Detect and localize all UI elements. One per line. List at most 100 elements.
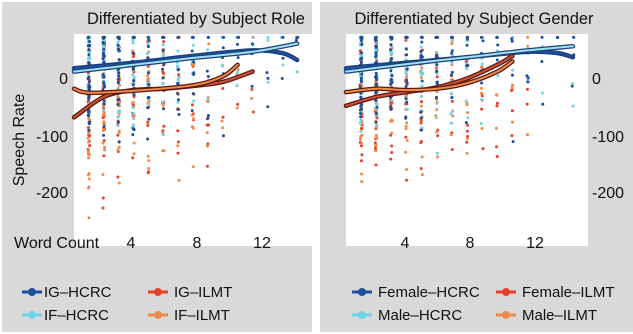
scatter-point xyxy=(374,144,377,147)
scatter-point xyxy=(87,131,91,135)
scatter-point xyxy=(451,54,455,57)
scatter-point xyxy=(162,124,166,128)
scatter-point xyxy=(435,130,439,134)
scatter-point xyxy=(496,43,500,47)
scatter-point xyxy=(374,91,378,95)
scatter-point xyxy=(511,140,515,144)
scatter-point xyxy=(450,61,454,65)
scatter-point xyxy=(526,87,529,91)
scatter-point xyxy=(436,155,439,159)
scatter-point xyxy=(116,124,120,128)
scatter-point xyxy=(374,101,378,105)
scatter-point xyxy=(420,40,424,44)
scatter-point xyxy=(451,38,454,42)
scatter-point xyxy=(540,91,544,95)
scatter-point xyxy=(540,35,544,39)
scatter-point xyxy=(117,140,121,144)
scatter-point xyxy=(480,62,484,66)
scatter-point xyxy=(162,107,165,111)
scatter-point xyxy=(360,153,364,157)
panel-subject-role: Differentiated by Subject Role 0 -100 -2… xyxy=(2,2,312,332)
scatter-point xyxy=(176,144,180,148)
scatter-point xyxy=(88,40,91,43)
scatter-point xyxy=(405,178,408,182)
scatter-point xyxy=(405,121,409,125)
scatter-point xyxy=(87,149,90,153)
scatter-point xyxy=(161,43,165,47)
scatter-point xyxy=(221,46,225,50)
trend-line xyxy=(345,60,514,94)
scatter-point xyxy=(87,128,91,132)
scatter-point xyxy=(495,93,499,97)
scatter-point xyxy=(131,38,135,42)
scatter-point xyxy=(87,153,91,157)
scatter-point xyxy=(389,102,393,106)
scatter-point xyxy=(360,43,364,46)
scatter-point xyxy=(450,42,454,46)
scatter-point xyxy=(419,104,423,108)
scatter-point xyxy=(236,71,240,74)
scatter-point xyxy=(465,67,469,71)
scatter-point xyxy=(87,172,91,175)
scatter-point xyxy=(161,70,165,74)
scatter-point xyxy=(161,129,165,133)
scatter-point xyxy=(131,83,135,87)
scatter-point xyxy=(419,121,423,125)
scatter-point xyxy=(235,42,239,46)
scatter-point xyxy=(177,178,181,182)
scatter-point xyxy=(526,35,530,39)
scatter-point xyxy=(87,116,91,120)
scatter-point xyxy=(420,155,424,159)
scatter-point xyxy=(102,125,106,129)
scatter-point xyxy=(360,76,363,80)
scatter-point xyxy=(420,173,424,177)
legend-swatch-marker xyxy=(154,288,162,296)
y-tick-label: -100 xyxy=(36,129,68,146)
scatter-point xyxy=(206,48,210,52)
scatter-point xyxy=(146,35,150,39)
scatter-point xyxy=(390,57,394,60)
scatter-point xyxy=(116,95,120,99)
legend-label: Female–ILMT xyxy=(522,284,615,301)
scatter-point xyxy=(419,94,423,98)
scatter-point xyxy=(102,139,106,143)
scatter-point xyxy=(480,65,483,69)
scatter-point xyxy=(190,35,194,39)
scatter-point xyxy=(116,77,120,81)
scatter-point xyxy=(495,155,499,158)
scatter-point xyxy=(465,140,469,144)
scatter-point xyxy=(494,126,498,130)
scatter-point xyxy=(390,151,394,154)
scatter-point xyxy=(389,43,393,47)
legend-swatch-marker xyxy=(358,311,366,319)
scatter-point xyxy=(434,116,438,120)
scatter-point xyxy=(132,141,136,145)
scatter-point xyxy=(236,102,240,106)
x-tick-label: 12 xyxy=(253,235,271,252)
scatter-point xyxy=(266,80,270,84)
y-tick-label: 0 xyxy=(59,71,68,88)
scatter-point xyxy=(374,124,378,128)
scatter-point xyxy=(222,35,225,39)
scatter-point xyxy=(359,60,363,64)
scatter-point xyxy=(102,60,106,64)
scatter-point xyxy=(374,53,378,57)
scatter-point xyxy=(390,52,394,56)
scatter-point xyxy=(374,35,378,39)
scatter-point xyxy=(373,141,377,145)
scatter-point xyxy=(358,108,362,112)
scatter-point xyxy=(540,60,544,63)
scatter-point xyxy=(101,173,105,176)
scatter-point xyxy=(102,99,106,103)
scatter-point xyxy=(221,87,225,90)
scatter-point xyxy=(87,156,90,160)
scatter-point xyxy=(118,49,121,53)
scatter-point xyxy=(266,105,270,109)
scatter-point xyxy=(360,57,363,60)
scatter-point xyxy=(435,151,439,155)
scatter-point xyxy=(250,97,254,100)
legend-label: Male–ILMT xyxy=(522,307,597,324)
scatter-point xyxy=(103,84,106,87)
scatter-point xyxy=(102,47,106,51)
scatter-point xyxy=(419,76,423,79)
